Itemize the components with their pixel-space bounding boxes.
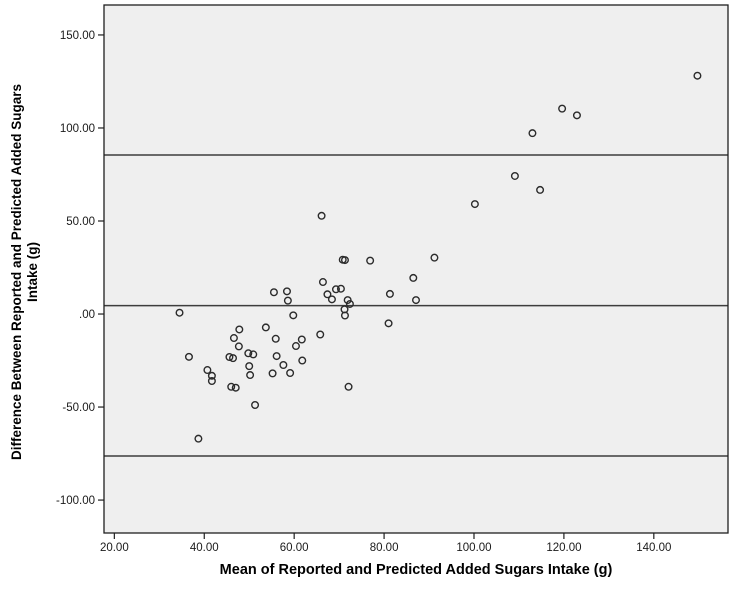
data-point-marker	[317, 211, 326, 220]
data-point-marker	[572, 111, 581, 120]
data-point-marker	[225, 353, 234, 362]
data-point-marker	[343, 296, 352, 305]
data-point-marker	[203, 366, 212, 375]
data-point-marker	[558, 104, 567, 113]
plot-border	[103, 4, 729, 534]
x-tick-label: 140.00	[636, 542, 671, 554]
data-point-marker	[194, 434, 203, 443]
data-point-marker	[279, 361, 288, 370]
data-point-marker	[510, 171, 519, 180]
y-axis-title-line2: Intake (g)	[25, 242, 40, 303]
data-point-marker	[271, 334, 280, 343]
data-point-marker	[246, 371, 255, 380]
x-tick-label: 60.00	[280, 542, 309, 554]
data-point-marker	[251, 401, 260, 410]
y-axis-title: Difference Between Reported and Predicte…	[9, 37, 43, 507]
data-point-marker	[207, 377, 216, 386]
data-point-marker	[340, 256, 349, 265]
data-point-marker	[340, 311, 349, 320]
data-point-marker	[412, 296, 421, 305]
data-point-marker	[272, 352, 281, 361]
data-point-marker	[229, 354, 238, 363]
data-point-marker	[175, 308, 184, 317]
data-point-marker	[286, 369, 295, 378]
data-point-marker	[207, 371, 216, 380]
data-point-marker	[268, 369, 277, 378]
data-point-marker	[291, 342, 300, 351]
data-point-marker	[184, 352, 193, 361]
data-point-marker	[384, 319, 393, 328]
data-point-marker	[245, 362, 254, 371]
y-tick-label: 150.00	[60, 30, 95, 42]
data-point-marker	[227, 382, 236, 391]
data-point-marker	[297, 335, 306, 344]
plot-area-background	[104, 5, 728, 533]
data-point-marker	[528, 129, 537, 138]
data-point-marker	[336, 284, 345, 293]
y-tick-label: .00	[79, 309, 95, 321]
data-point-marker	[244, 349, 253, 358]
y-tick-label: -100.00	[56, 495, 95, 507]
data-point-marker	[261, 323, 270, 332]
data-point-marker	[344, 382, 353, 391]
x-tick-label: 120.00	[546, 542, 581, 554]
data-point-marker	[269, 288, 278, 297]
data-point-marker	[409, 273, 418, 282]
data-point-marker	[536, 185, 545, 194]
data-point-marker	[470, 200, 479, 209]
x-tick-label: 100.00	[456, 542, 491, 554]
data-point-marker	[345, 299, 354, 308]
data-point-marker	[318, 278, 327, 287]
data-point-marker	[693, 71, 702, 80]
data-point-marker	[283, 296, 292, 305]
data-point-marker	[229, 334, 238, 343]
data-point-marker	[249, 350, 258, 359]
x-axis-title: Mean of Reported and Predicted Added Sug…	[219, 562, 613, 578]
data-point-marker	[430, 253, 439, 262]
data-point-marker	[327, 295, 336, 304]
data-point-marker	[366, 256, 375, 265]
x-tick-label: 20.00	[100, 542, 129, 554]
x-tick-label: 80.00	[370, 542, 399, 554]
data-point-marker	[316, 330, 325, 339]
data-point-marker	[282, 287, 291, 296]
y-axis-title-line1: Difference Between Reported and Predicte…	[9, 83, 24, 461]
data-point-marker	[231, 383, 240, 392]
data-point-marker	[385, 289, 394, 298]
y-tick-label: 50.00	[66, 216, 95, 228]
data-point-marker	[323, 290, 332, 299]
data-point-marker	[331, 285, 340, 294]
data-point-marker	[235, 325, 244, 334]
y-tick-label: 100.00	[60, 123, 95, 135]
data-point-marker	[289, 311, 298, 320]
data-point-marker	[234, 342, 243, 351]
y-tick-label: -50.00	[62, 402, 95, 414]
x-tick-label: 40.00	[190, 542, 219, 554]
data-point-marker	[298, 356, 307, 365]
